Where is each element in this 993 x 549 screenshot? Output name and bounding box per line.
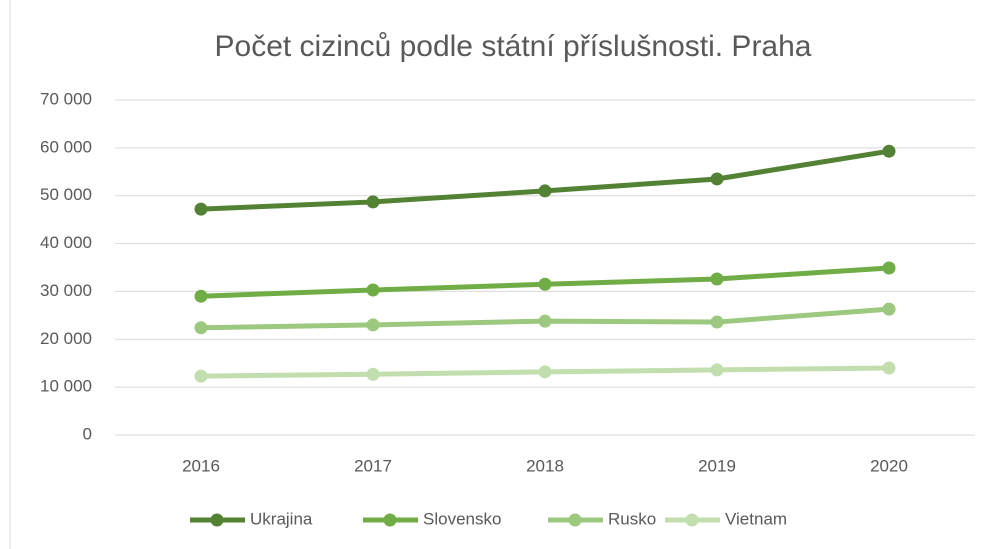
data-point [194, 202, 208, 216]
x-tick-label: 2020 [870, 456, 908, 475]
data-point [538, 314, 552, 328]
data-point [882, 144, 896, 158]
x-tick-label: 2016 [182, 456, 220, 475]
y-tick-label: 70 000 [40, 89, 92, 108]
data-point [710, 172, 724, 186]
series-line [198, 148, 892, 212]
legend-label: Slovensko [423, 509, 501, 528]
legend-marker [210, 513, 224, 527]
y-tick-label: 50 000 [40, 185, 92, 204]
y-tick-label: 40 000 [40, 233, 92, 252]
data-point [194, 369, 208, 383]
chart-title: Počet cizinců podle státní příslušnosti.… [215, 30, 812, 63]
x-tick-label: 2019 [698, 456, 736, 475]
legend-marker [568, 513, 582, 527]
legend-marker [685, 513, 699, 527]
data-point [366, 367, 380, 381]
legend-label: Rusko [608, 509, 656, 528]
y-tick-label: 10 000 [40, 377, 92, 396]
x-tick-label: 2017 [354, 456, 392, 475]
data-point [710, 272, 724, 286]
legend-label: Vietnam [725, 509, 787, 528]
y-tick-label: 30 000 [40, 281, 92, 300]
data-point [710, 363, 724, 377]
data-point [194, 289, 208, 303]
data-point [194, 321, 208, 335]
data-point [538, 184, 552, 198]
data-point [538, 365, 552, 379]
data-point [882, 302, 896, 316]
legend-label: Ukrajina [250, 509, 313, 528]
data-point [366, 195, 380, 209]
x-tick-label: 2018 [526, 456, 564, 475]
data-point [882, 361, 896, 375]
data-point [538, 277, 552, 291]
data-point [366, 318, 380, 332]
legend-marker [383, 513, 397, 527]
data-point [882, 261, 896, 275]
y-tick-label: 60 000 [40, 137, 92, 156]
data-point [710, 315, 724, 329]
y-tick-label: 20 000 [40, 329, 92, 348]
y-tick-label: 0 [83, 424, 92, 443]
data-point [366, 283, 380, 297]
